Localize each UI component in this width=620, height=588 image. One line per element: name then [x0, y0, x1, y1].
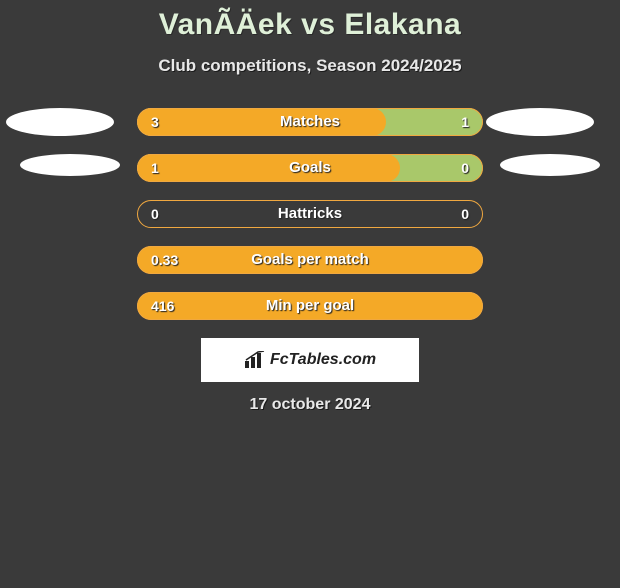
- comparison-infographic: VanÃÄek vs Elakana Club competitions, Se…: [0, 8, 620, 414]
- stat-value-left: 0: [151, 200, 159, 228]
- stat-label: Hattricks: [137, 200, 483, 228]
- stat-value-left: 3: [151, 108, 159, 136]
- page-subtitle: Club competitions, Season 2024/2025: [0, 56, 620, 76]
- stat-bar-track: 1 Goals 0: [137, 154, 483, 182]
- stat-row: 416 Min per goal: [0, 292, 620, 320]
- stat-bar-track: 416 Min per goal: [137, 292, 483, 320]
- stat-value-left: 1: [151, 154, 159, 182]
- stat-bar-track: 0 Hattricks 0: [137, 200, 483, 228]
- stat-bar-left: [137, 108, 386, 136]
- stat-row: 0.33 Goals per match: [0, 246, 620, 274]
- player-left-avatar: [6, 108, 114, 136]
- attribution-badge: FcTables.com: [201, 338, 419, 382]
- stat-value-right: 0: [461, 154, 469, 182]
- page-title: VanÃÄek vs Elakana: [0, 8, 620, 42]
- stat-bar-left: [137, 292, 483, 320]
- stat-value-left: 416: [151, 292, 174, 320]
- stat-bar-track: 0.33 Goals per match: [137, 246, 483, 274]
- stat-row: 0 Hattricks 0: [0, 200, 620, 228]
- stat-value-left: 0.33: [151, 246, 178, 274]
- player-right-avatar: [500, 154, 600, 176]
- stat-value-right: 0: [461, 200, 469, 228]
- date-text: 17 october 2024: [0, 396, 620, 414]
- chart-icon: [244, 351, 266, 369]
- stat-row: 1 Goals 0: [0, 154, 620, 182]
- player-right-avatar: [486, 108, 594, 136]
- stat-bar-track: 3 Matches 1: [137, 108, 483, 136]
- attribution-text: FcTables.com: [270, 351, 376, 369]
- player-left-avatar: [20, 154, 120, 176]
- stat-bar-border: [137, 200, 483, 228]
- stat-bar-left: [137, 246, 483, 274]
- stat-value-right: 1: [461, 108, 469, 136]
- stat-bar-left: [137, 154, 400, 182]
- attribution-inner: FcTables.com: [244, 351, 376, 369]
- stats-area: 3 Matches 1 1 Goals 0: [0, 108, 620, 320]
- stat-row: 3 Matches 1: [0, 108, 620, 136]
